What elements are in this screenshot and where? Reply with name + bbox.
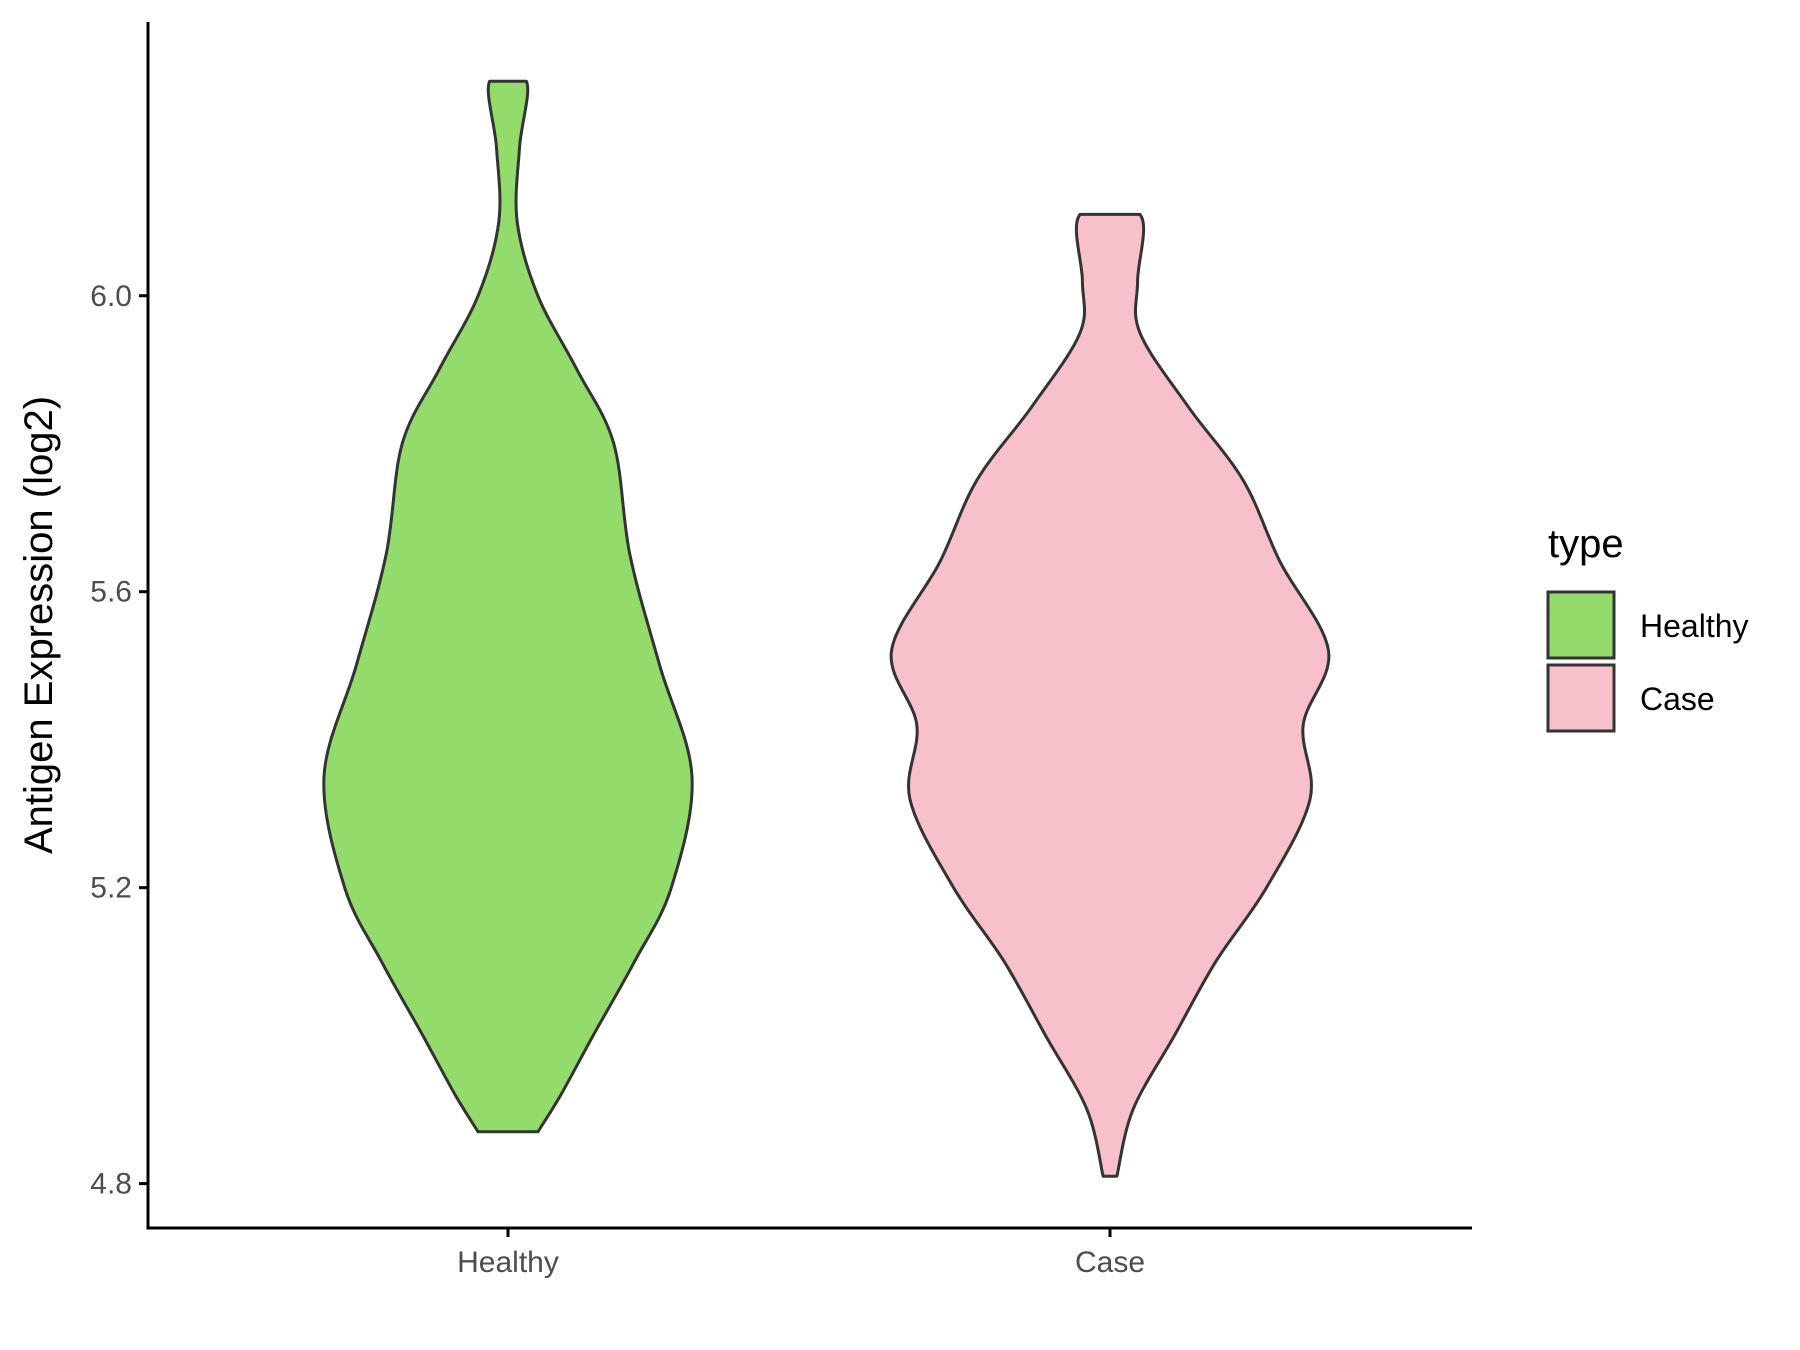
violin-healthy	[322, 79, 694, 1134]
y-axis-title: Antigen Expression (log2)	[17, 396, 61, 854]
y-tick-label: 5.6	[90, 576, 132, 609]
legend: type Healthy Case	[1546, 522, 1749, 733]
y-axis-ticks: 4.8 5.2 5.6 6.0	[90, 280, 148, 1201]
x-axis-ticks: Healthy Case	[457, 1228, 1145, 1279]
violin-case	[889, 212, 1331, 1178]
y-tick-label: 6.0	[90, 280, 132, 313]
legend-label-case: Case	[1640, 681, 1715, 717]
legend-label-healthy: Healthy	[1640, 608, 1749, 644]
legend-key-case	[1546, 663, 1616, 733]
legend-items: Healthy Case	[1546, 590, 1749, 733]
x-tick-label: Healthy	[457, 1246, 559, 1279]
violin-layer	[322, 79, 1331, 1178]
x-tick-label: Case	[1075, 1246, 1145, 1279]
y-tick-label: 5.2	[90, 872, 132, 905]
y-tick-label: 4.8	[90, 1168, 132, 1201]
legend-title: type	[1548, 522, 1624, 566]
legend-key-healthy	[1546, 590, 1616, 660]
